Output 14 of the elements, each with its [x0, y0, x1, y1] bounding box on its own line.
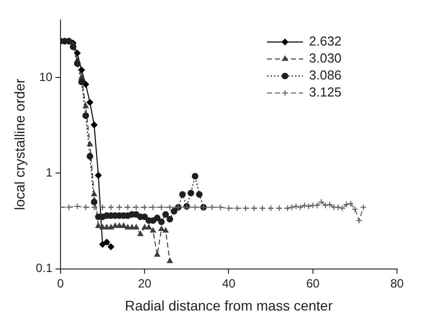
x-tick-label: 20 [138, 276, 152, 290]
y-tick-label: 0.1 [36, 261, 53, 276]
x-tick-label: 40 [222, 276, 236, 290]
legend-label: 3.125 [309, 84, 342, 100]
x-axis-title: Radial distance from mass center [124, 297, 333, 314]
legend-label: 2.632 [309, 34, 342, 49]
x-tick-label: 80 [390, 276, 404, 290]
y-tick-label: 1 [46, 165, 53, 180]
y-axis-title: local crystalline order [11, 78, 28, 210]
legend-label: 3.030 [309, 50, 342, 66]
x-tick-label: 0 [57, 276, 64, 290]
x-tick-label: 60 [306, 276, 320, 290]
y-tick-label: 10 [39, 70, 53, 84]
legend-label: 3.086 [309, 68, 342, 83]
